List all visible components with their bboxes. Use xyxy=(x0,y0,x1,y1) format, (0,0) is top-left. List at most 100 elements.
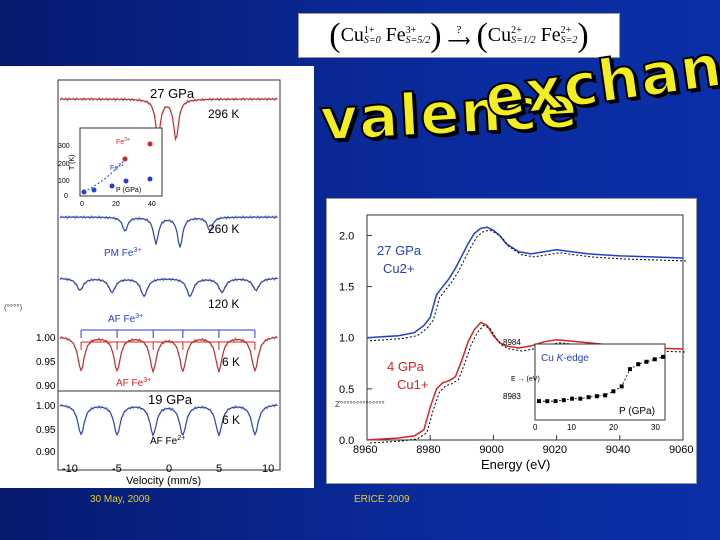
xanes-xtick-label: 9060 xyxy=(669,444,693,456)
inset-ytick-0: 0 xyxy=(64,193,68,200)
xanes-ytick-label: 1.0 xyxy=(339,333,354,345)
inset-point xyxy=(594,394,599,399)
xanes-chart: Z°°°°°°°°°°°°°° 8960 8980 9000 9020 9040 9060… xyxy=(335,214,693,472)
inset-point xyxy=(603,393,608,398)
label-af-fe-3: AF Fe2+ xyxy=(150,435,185,447)
spectrum-6k-b-fit xyxy=(59,404,278,437)
annotation-27gpa: 27 GPa xyxy=(377,243,422,258)
ytick-1: 1.00 xyxy=(36,333,56,344)
mossbauer-spectra: (°°°°) 27 GPa 296 K 260 K PM Fe3+ 120 K … xyxy=(4,79,281,487)
label-af-fe-1: AF Fe3+ xyxy=(108,313,143,325)
annotation-cu2: Cu2+ xyxy=(383,261,414,276)
inset-x-label: P (GPa) xyxy=(619,406,655,417)
label-pm-fe: PM Fe3+ xyxy=(104,247,141,259)
label-260k: 260 K xyxy=(208,222,239,236)
xanes-series-dotted xyxy=(369,229,687,342)
inset-point xyxy=(636,362,641,367)
right-axis-garble: Z°°°°°°°°°°°°°° xyxy=(335,400,385,409)
inset-point-red-2 xyxy=(147,141,153,147)
label-27gpa: 27 GPa xyxy=(150,86,195,101)
x-axis-label: Velocity (mm/s) xyxy=(126,475,201,487)
formula-box: ( Cu 1+ S=0 Fe 3+ S=5/2 ) ? ⟶ ( Cu 2+ S=1/2 Fe… xyxy=(298,13,620,58)
spectrum-260k-fit xyxy=(60,216,278,248)
formula-right-open: ( xyxy=(476,16,488,54)
inset-connector xyxy=(539,356,664,402)
xanes-series-line xyxy=(366,226,684,339)
inset-title: Cu K-edge xyxy=(541,353,589,364)
inset-xtick-20: 20 xyxy=(112,201,120,208)
formula-arrow: ? ⟶ xyxy=(447,23,471,50)
label-19gpa: 19 GPa xyxy=(148,392,193,407)
footer-date: 30 May, 2009 xyxy=(90,494,150,505)
inset-point-blue-4 xyxy=(123,178,129,184)
inset-ytick-100: 100 xyxy=(58,178,70,185)
inset-fe2-label: Fe2+ xyxy=(110,163,124,172)
inset-point xyxy=(661,354,665,359)
inset-ytick-200: 200 xyxy=(58,161,70,168)
label-6k-a: 6 K xyxy=(222,355,240,369)
spectrum-6k-a-fit xyxy=(59,336,278,373)
mossbauer-frame xyxy=(57,79,281,471)
inset-xtick-0: 0 xyxy=(533,423,538,432)
label-296k: 296 K xyxy=(208,107,239,121)
xtick-3: 0 xyxy=(166,463,172,475)
formula-cu-right: Cu 2+ S=1/2 xyxy=(487,24,536,47)
sextet-markers xyxy=(80,329,256,350)
xanes-panel: Z°°°°°°°°°°°°°° 8960 8980 9000 9020 9040 9060… xyxy=(326,198,697,484)
xanes-ytick-label: 0.5 xyxy=(339,384,354,396)
annotation-4gpa: 4 GPa xyxy=(387,359,425,374)
left-axis-garble: (°°°°) xyxy=(4,303,22,312)
formula-fe-left: Fe 3+ S=5/2 xyxy=(385,24,431,47)
xanes-series xyxy=(366,226,687,444)
footer-conference: ERICE 2009 xyxy=(354,494,410,505)
ytick-4: 1.00 xyxy=(36,401,56,412)
xanes-ytick-label: 0.0 xyxy=(339,435,354,447)
ytick-2: 0.95 xyxy=(36,357,56,368)
inset-xtick-10: 10 xyxy=(567,423,576,432)
inset-xtick-20: 20 xyxy=(609,423,618,432)
xtick-2: -5 xyxy=(112,463,122,475)
xanes-series-line xyxy=(366,321,684,441)
formula-left-close: ) xyxy=(430,16,442,54)
inset-fe3-label: Fe3+ xyxy=(116,137,130,146)
xanes-xtick-label: 9040 xyxy=(606,444,630,456)
xtick-1: -10 xyxy=(62,463,78,475)
xtick-5: 10 xyxy=(262,463,274,475)
formula-right-close: ) xyxy=(577,16,589,54)
inset-xtick-40: 40 xyxy=(148,201,156,208)
xtick-4: 5 xyxy=(216,463,222,475)
inset-point xyxy=(652,357,657,362)
xanes-series-dotted xyxy=(369,324,687,444)
label-6k-b: 6 K xyxy=(222,413,240,427)
xanes-x-label: Energy (eV) xyxy=(481,457,550,472)
xanes-frame xyxy=(366,214,684,441)
xanes-ytick-label: 1.5 xyxy=(339,282,354,294)
inset-points xyxy=(537,354,665,404)
inset-point xyxy=(611,389,616,394)
spectrum-296k-fit xyxy=(60,98,278,141)
inset-point-blue-2 xyxy=(91,187,97,193)
ytick-6: 0.90 xyxy=(36,447,56,458)
inset-ytick-8984: 8984 xyxy=(503,338,521,347)
formula-cu-left: Cu 1+ S=0 xyxy=(340,24,381,47)
inset-point xyxy=(644,359,649,364)
cu-kedge-inset: Cu K-edge 8984 8983 E → (eV) 0 10 20 30 … xyxy=(503,338,666,432)
formula-left-open: ( xyxy=(329,16,341,54)
inset-point-blue-3 xyxy=(109,183,115,189)
inset-ytick-8983: 8983 xyxy=(503,392,521,401)
inset-xtick-0: 0 xyxy=(80,201,84,208)
inset-dashed-line xyxy=(83,158,126,193)
xanes-ytick-label: 2.0 xyxy=(339,230,354,242)
inset-ytick-300: 300 xyxy=(58,143,70,150)
inset-phase-diagram: 300 200 100 0 0 20 40 T (K) P (GPa) Fe3+… xyxy=(58,127,163,208)
label-af-fe-2: AF Fe3+ xyxy=(116,377,151,389)
inset-point-blue-5 xyxy=(147,176,153,182)
xanes-xtick-label: 9000 xyxy=(479,444,503,456)
label-120k: 120 K xyxy=(208,297,239,311)
inset-xtick-30: 30 xyxy=(651,423,660,432)
mossbauer-panel: (°°°°) 27 GPa 296 K 260 K PM Fe3+ 120 K … xyxy=(0,66,314,488)
ytick-3: 0.90 xyxy=(36,381,56,392)
ytick-5: 0.95 xyxy=(36,425,56,436)
right-arrow-icon: ⟶ xyxy=(447,32,471,50)
annotation-cu1: Cu1+ xyxy=(397,377,428,392)
